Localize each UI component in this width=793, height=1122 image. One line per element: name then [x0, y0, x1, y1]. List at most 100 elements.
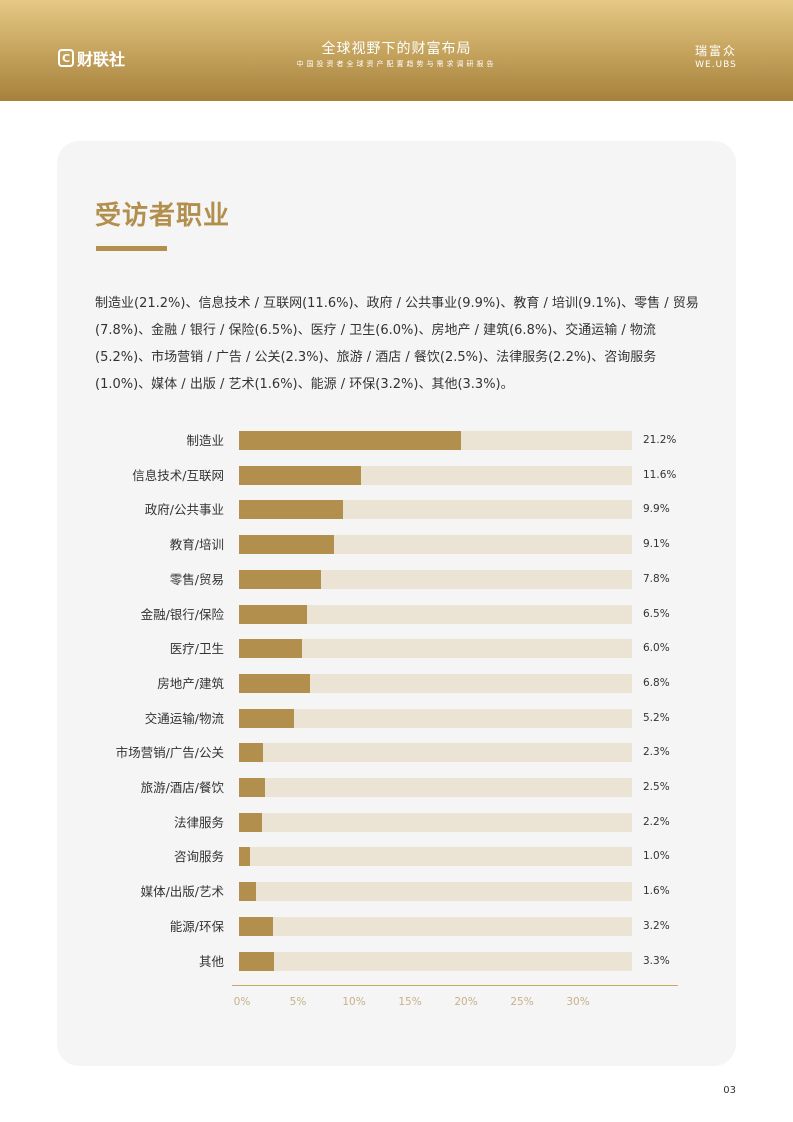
- bar-value-label: 11.6%: [643, 469, 677, 481]
- title-underline: [96, 246, 167, 251]
- chart-row: 能源/环保 3.2%: [0, 917, 793, 936]
- bar-value-label: 3.3%: [643, 955, 670, 967]
- x-tick-label: 30%: [566, 996, 590, 1008]
- cailianshe-logo-icon: C: [58, 49, 74, 67]
- x-tick-label: 15%: [398, 996, 422, 1008]
- occupation-summary: 制造业(21.2%)、信息技术 / 互联网(11.6%)、政府 / 公共事业(9…: [95, 296, 699, 392]
- bar-category-label: 制造业: [186, 433, 224, 448]
- bar-category-label: 信息技术/互联网: [132, 468, 224, 483]
- bar-value-label: 2.2%: [643, 816, 670, 828]
- bar: [239, 813, 263, 832]
- bar: [239, 466, 361, 485]
- bar-track: [239, 778, 632, 797]
- chart-row: 市场营销/广告/公关 2.3%: [0, 743, 793, 762]
- bar-value-label: 9.1%: [643, 538, 670, 550]
- bar: [239, 952, 274, 971]
- chart-row: 零售/贸易 7.8%: [0, 570, 793, 589]
- bar: [239, 570, 321, 589]
- bar-category-label: 医疗/卫生: [169, 641, 224, 656]
- chart-row: 制造业 21.2%: [0, 431, 793, 450]
- bar: [239, 847, 250, 866]
- bar: [239, 535, 335, 554]
- bar-category-label: 交通运输/物流: [144, 711, 224, 726]
- bar-category-label: 其他: [198, 954, 224, 969]
- bar-value-label: 1.0%: [643, 850, 670, 862]
- bar-category-label: 市场营销/广告/公关: [115, 745, 224, 760]
- content-card: [57, 141, 736, 1066]
- bar-value-label: 21.2%: [643, 434, 677, 446]
- bar-track: [239, 431, 632, 450]
- bar-category-label: 金融/银行/保险: [140, 607, 224, 622]
- bar-value-label: 2.3%: [643, 746, 670, 758]
- bar: [239, 605, 308, 624]
- bar-category-label: 政府/公共事业: [144, 502, 224, 517]
- chart-row: 媒体/出版/艺术 1.6%: [0, 882, 793, 901]
- x-tick-label: 20%: [454, 996, 478, 1008]
- chart-row: 医疗/卫生 6.0%: [0, 639, 793, 658]
- bar-track: [239, 674, 632, 693]
- bar: [239, 639, 302, 658]
- x-tick-label: 0%: [233, 996, 251, 1008]
- bar-track: [239, 882, 632, 901]
- bar: [239, 778, 266, 797]
- bar-category-label: 咨询服务: [173, 849, 224, 864]
- bar: [239, 674, 311, 693]
- bar-category-label: 能源/环保: [169, 919, 224, 934]
- bar-track: [239, 500, 632, 519]
- bar: [239, 917, 273, 936]
- bar-value-label: 6.8%: [643, 677, 670, 689]
- bar-category-label: 旅游/酒店/餐饮: [140, 780, 224, 795]
- x-tick-label: 10%: [342, 996, 366, 1008]
- chart-row: 旅游/酒店/餐饮 2.5%: [0, 778, 793, 797]
- x-tick-label: 5%: [289, 996, 307, 1008]
- chart-row: 咨询服务 1.0%: [0, 847, 793, 866]
- bar-track: [239, 570, 632, 589]
- bar: [239, 500, 343, 519]
- bar-value-label: 9.9%: [643, 503, 670, 515]
- bar: [239, 431, 462, 450]
- report-title: 全球视野下的财富布局: [321, 41, 472, 57]
- bar-value-label: 3.2%: [643, 920, 670, 932]
- bar-category-label: 房地产/建筑: [157, 676, 224, 691]
- chart-row: 交通运输/物流 5.2%: [0, 709, 793, 728]
- x-tick-label: 25%: [510, 996, 534, 1008]
- weubs-logo: 瑞富众 WE.UBS: [695, 42, 737, 70]
- bar-category-label: 教育/培训: [169, 537, 224, 552]
- bar-value-label: 5.2%: [643, 712, 670, 724]
- chart-row: 金融/银行/保险 6.5%: [0, 605, 793, 624]
- weubs-logo-en: WE.UBS: [695, 60, 737, 70]
- bar-track: [239, 466, 632, 485]
- page-number: 03: [723, 1085, 736, 1096]
- chart-row: 其他 3.3%: [0, 952, 793, 971]
- bar-track: [239, 952, 632, 971]
- bar: [239, 882, 256, 901]
- bar-track: [239, 743, 632, 762]
- bar-value-label: 7.8%: [643, 573, 670, 585]
- bar-track: [239, 639, 632, 658]
- bar: [239, 709, 294, 728]
- bar-value-label: 6.0%: [643, 642, 670, 654]
- cailianshe-logo: C 财联社: [58, 47, 125, 69]
- bar-category-label: 媒体/出版/艺术: [140, 884, 224, 899]
- chart-row: 法律服务 2.2%: [0, 813, 793, 832]
- chart-row: 政府/公共事业 9.9%: [0, 500, 793, 519]
- bar-track: [239, 917, 632, 936]
- section-title: 受访者职业: [95, 201, 231, 231]
- bar-value-label: 1.6%: [643, 885, 670, 897]
- bar-track: [239, 709, 632, 728]
- bar-track: [239, 605, 632, 624]
- bar-category-label: 法律服务: [173, 815, 224, 830]
- cailianshe-logo-text: 财联社: [77, 50, 126, 69]
- bar-track: [239, 535, 632, 554]
- bar-track: [239, 813, 632, 832]
- weubs-logo-cn: 瑞富众: [694, 44, 737, 58]
- report-subtitle: 中国投资者全球资产配置趋势与需求调研报告: [296, 60, 497, 68]
- bar: [239, 743, 264, 762]
- bar-track: [239, 847, 632, 866]
- chart-row: 教育/培训 9.1%: [0, 535, 793, 554]
- bar-category-label: 零售/贸易: [169, 572, 224, 587]
- bar-value-label: 2.5%: [643, 781, 670, 793]
- bar-value-label: 6.5%: [643, 608, 670, 620]
- page-header: C 财联社 全球视野下的财富布局 中国投资者全球资产配置趋势与需求调研报告 瑞富…: [0, 0, 793, 101]
- x-axis-line: [232, 985, 678, 986]
